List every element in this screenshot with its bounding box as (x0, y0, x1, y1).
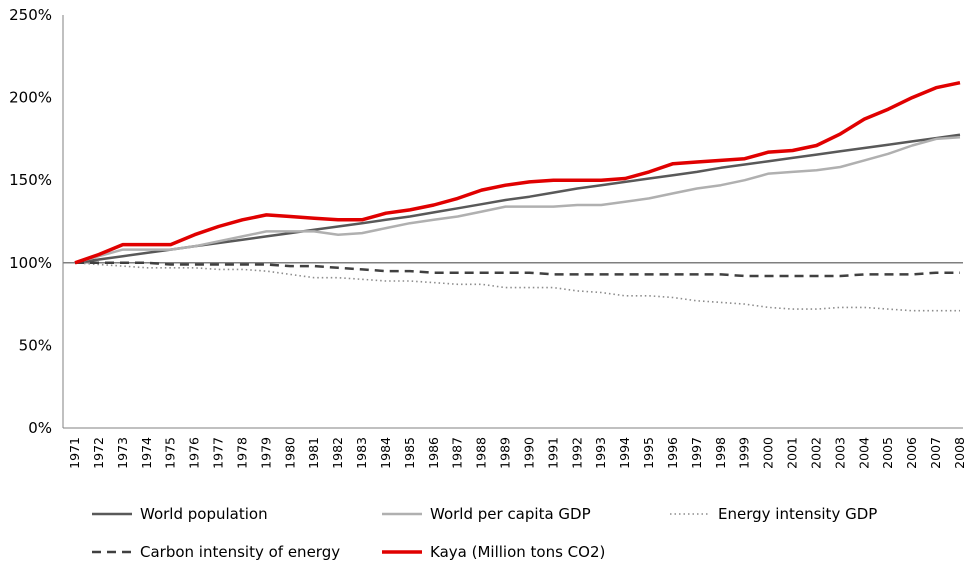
x-tick-label: 1984 (378, 437, 393, 469)
x-axis-tick-labels: 1971 1972 1973 1974 1975 1976 1977 1978 1979 1980… (67, 437, 967, 469)
x-tick-label: 1977 (211, 437, 226, 469)
x-tick-label: 2000 (761, 437, 776, 469)
x-tick-label: 1994 (617, 437, 632, 469)
x-tick-label: 1995 (641, 437, 656, 469)
axes (62, 15, 963, 429)
x-tick-label: 1989 (498, 437, 513, 469)
x-tick-label: 1987 (450, 437, 465, 469)
x-tick-label: 2003 (832, 437, 847, 469)
x-tick-label: 1990 (521, 437, 536, 469)
x-tick-label: 1976 (187, 437, 202, 469)
x-tick-label: 1999 (737, 437, 752, 469)
series-line (74, 80, 961, 265)
x-tick-label: 2007 (928, 437, 943, 469)
x-tick-label: 1975 (163, 437, 178, 469)
x-tick-label: 1988 (474, 437, 489, 469)
x-tick-label: 1996 (665, 437, 680, 469)
legend-label: Kaya (Million tons CO2) (430, 543, 605, 561)
series-line (74, 135, 961, 265)
x-tick-label: 1992 (569, 437, 584, 469)
y-axis-tick-labels: 0% 50% 100% 150% 200% 250% (9, 6, 52, 437)
x-tick-label: 1985 (402, 437, 417, 469)
y-tick-label: 0% (28, 419, 52, 437)
x-tick-label: 1980 (282, 437, 297, 469)
legend-label: Carbon intensity of energy (140, 543, 340, 561)
y-tick-label: 100% (9, 254, 52, 272)
x-tick-label: 1974 (139, 437, 154, 469)
legend: World population World per capita GDP Ener… (92, 505, 877, 561)
legend-label: World population (140, 505, 268, 523)
y-tick-label: 200% (9, 89, 52, 107)
x-tick-label: 1986 (426, 437, 441, 469)
x-tick-label: 2001 (785, 437, 800, 469)
x-tick-label: 1991 (545, 437, 560, 469)
series-line (74, 262, 960, 312)
x-tick-label: 1981 (306, 437, 321, 469)
x-tick-label: 1973 (115, 437, 130, 469)
series-line (74, 133, 961, 265)
x-tick-label: 1979 (258, 437, 273, 469)
x-tick-label: 1978 (234, 437, 249, 469)
x-tick-label: 1982 (330, 437, 345, 469)
x-tick-label: 2002 (808, 437, 823, 469)
x-tick-label: 1993 (593, 437, 608, 469)
series-lines (74, 80, 961, 312)
legend-label: World per capita GDP (430, 505, 591, 523)
x-tick-label: 1997 (689, 437, 704, 469)
x-tick-label: 1972 (91, 437, 106, 469)
x-tick-label: 2004 (856, 437, 871, 469)
x-tick-label: 2006 (904, 437, 919, 469)
x-tick-label: 1971 (67, 437, 82, 469)
x-tick-label: 2005 (880, 437, 895, 469)
y-tick-label: 50% (19, 336, 52, 354)
y-tick-label: 150% (9, 171, 52, 189)
series-line (75, 261, 960, 278)
x-tick-label: 1983 (354, 437, 369, 469)
legend-label: Energy intensity GDP (718, 505, 877, 523)
x-tick-label: 1998 (713, 437, 728, 469)
x-tick-label: 2008 (952, 437, 967, 469)
y-tick-label: 250% (9, 6, 52, 24)
